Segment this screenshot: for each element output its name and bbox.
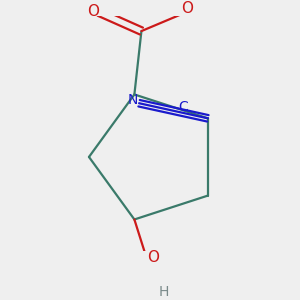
Text: O: O	[87, 4, 99, 19]
Text: H: H	[158, 285, 169, 299]
Text: N: N	[128, 93, 138, 107]
Text: O: O	[147, 250, 159, 265]
Text: C: C	[178, 100, 188, 114]
Text: O: O	[181, 1, 193, 16]
